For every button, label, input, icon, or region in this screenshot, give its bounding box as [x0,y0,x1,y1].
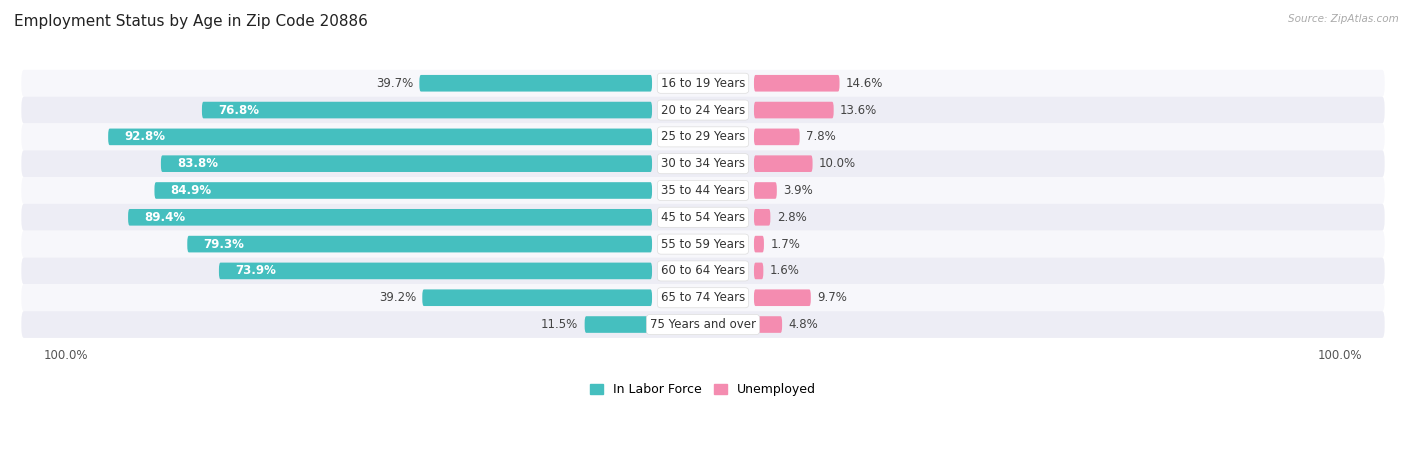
Text: 2.8%: 2.8% [776,211,807,224]
FancyBboxPatch shape [754,102,834,118]
FancyBboxPatch shape [108,129,652,145]
FancyBboxPatch shape [155,182,652,199]
FancyBboxPatch shape [754,262,763,279]
FancyBboxPatch shape [128,209,652,226]
Text: 55 to 59 Years: 55 to 59 Years [661,238,745,251]
Text: 3.9%: 3.9% [783,184,813,197]
FancyBboxPatch shape [219,262,652,279]
FancyBboxPatch shape [754,129,800,145]
Text: 60 to 64 Years: 60 to 64 Years [661,264,745,277]
FancyBboxPatch shape [21,258,1385,284]
FancyBboxPatch shape [754,75,839,92]
FancyBboxPatch shape [754,290,811,306]
FancyBboxPatch shape [21,150,1385,177]
Text: 1.6%: 1.6% [769,264,800,277]
Text: 30 to 34 Years: 30 to 34 Years [661,157,745,170]
FancyBboxPatch shape [754,236,763,253]
Text: Source: ZipAtlas.com: Source: ZipAtlas.com [1288,14,1399,23]
Text: 16 to 19 Years: 16 to 19 Years [661,77,745,90]
Text: 7.8%: 7.8% [806,130,835,143]
FancyBboxPatch shape [754,155,813,172]
FancyBboxPatch shape [202,102,652,118]
FancyBboxPatch shape [422,290,652,306]
FancyBboxPatch shape [21,204,1385,231]
Text: 39.2%: 39.2% [378,291,416,304]
FancyBboxPatch shape [21,311,1385,338]
Text: 4.8%: 4.8% [789,318,818,331]
FancyBboxPatch shape [585,316,652,333]
FancyBboxPatch shape [160,155,652,172]
FancyBboxPatch shape [21,177,1385,204]
FancyBboxPatch shape [21,70,1385,97]
Text: 13.6%: 13.6% [839,104,877,116]
Text: 35 to 44 Years: 35 to 44 Years [661,184,745,197]
FancyBboxPatch shape [754,316,782,333]
Text: 92.8%: 92.8% [124,130,165,143]
Text: 25 to 29 Years: 25 to 29 Years [661,130,745,143]
FancyBboxPatch shape [187,236,652,253]
Text: 9.7%: 9.7% [817,291,846,304]
Text: 75 Years and over: 75 Years and over [650,318,756,331]
FancyBboxPatch shape [754,182,778,199]
FancyBboxPatch shape [21,284,1385,311]
Text: 20 to 24 Years: 20 to 24 Years [661,104,745,116]
Legend: In Labor Force, Unemployed: In Labor Force, Unemployed [585,378,821,401]
FancyBboxPatch shape [21,97,1385,124]
Text: Employment Status by Age in Zip Code 20886: Employment Status by Age in Zip Code 208… [14,14,368,28]
Text: 14.6%: 14.6% [846,77,883,90]
Text: 39.7%: 39.7% [375,77,413,90]
Text: 1.7%: 1.7% [770,238,800,251]
Text: 83.8%: 83.8% [177,157,218,170]
Text: 65 to 74 Years: 65 to 74 Years [661,291,745,304]
FancyBboxPatch shape [419,75,652,92]
Text: 45 to 54 Years: 45 to 54 Years [661,211,745,224]
Text: 89.4%: 89.4% [143,211,186,224]
Text: 76.8%: 76.8% [218,104,259,116]
Text: 10.0%: 10.0% [818,157,856,170]
Text: 73.9%: 73.9% [235,264,276,277]
FancyBboxPatch shape [21,124,1385,150]
FancyBboxPatch shape [21,231,1385,258]
FancyBboxPatch shape [754,209,770,226]
Text: 79.3%: 79.3% [204,238,245,251]
Text: 11.5%: 11.5% [541,318,578,331]
Text: 84.9%: 84.9% [170,184,211,197]
